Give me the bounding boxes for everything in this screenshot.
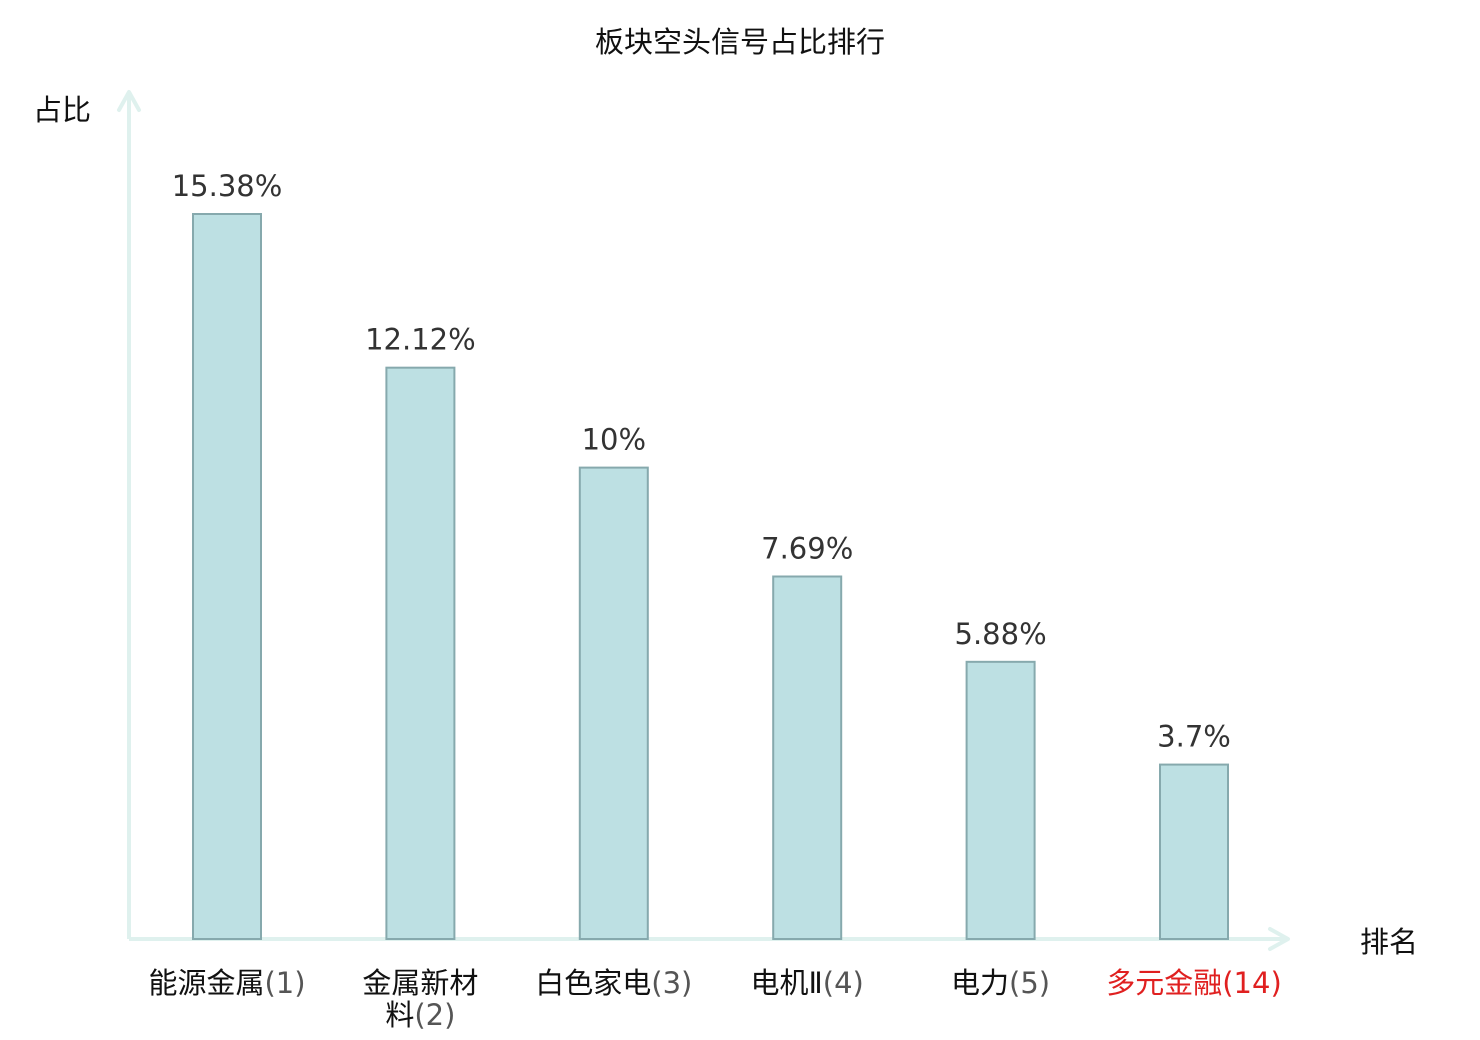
bars (192, 213, 1229, 941)
data-label: 7.69% (761, 532, 853, 566)
data-label: 12.12% (365, 323, 476, 357)
chart-title: 板块空头信号占比排行 (595, 25, 885, 59)
axes (117, 90, 1290, 951)
bar (965, 660, 1036, 940)
x-tick-label: 电力(5) (951, 966, 1050, 1000)
x-axis-arrow (1268, 927, 1290, 951)
x-tick-label: 白色家电(3) (535, 966, 692, 1000)
bar (385, 366, 456, 941)
bar (772, 575, 843, 940)
data-label: 5.88% (955, 617, 1047, 651)
bar (192, 213, 262, 940)
bar (1159, 763, 1229, 941)
y-axis-label: 占比 (33, 93, 91, 127)
data-label: 10% (582, 423, 646, 457)
bar (578, 466, 649, 940)
x-tick-label: 电机Ⅱ(4) (751, 966, 864, 1000)
x-tick-label: 能源金属(1) (148, 966, 305, 1000)
x-tick-label: 金属新材 (362, 966, 478, 1000)
x-tick-label: 多元金融(14) (1106, 966, 1282, 1000)
x-axis-label: 排名 (1360, 925, 1418, 959)
y-axis-arrow (117, 90, 141, 112)
data-label: 15.38% (172, 169, 283, 203)
x-tick-label: 料(2) (385, 998, 455, 1032)
value-labels: 15.38% 12.12% 10% 7.69% 5.88% 3.7% (172, 169, 1231, 754)
data-label: 3.7% (1157, 720, 1231, 754)
